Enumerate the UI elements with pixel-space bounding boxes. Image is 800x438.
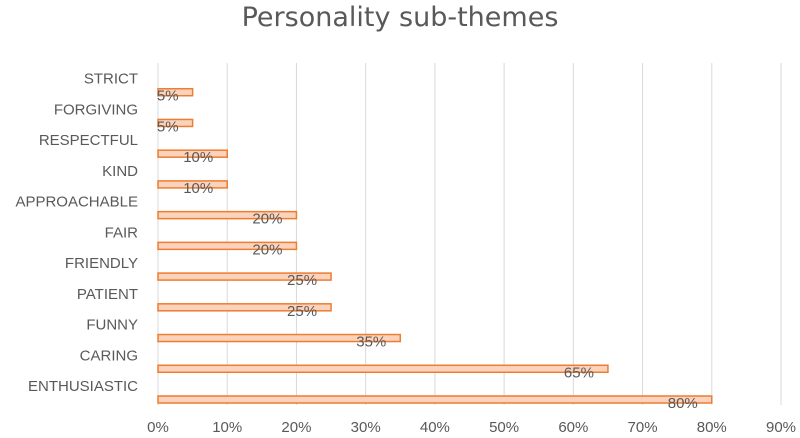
bar: [157, 333, 402, 343]
x-tick-label: 80%: [697, 419, 727, 436]
x-tick-label: 30%: [351, 419, 381, 436]
grid-lines: [157, 63, 782, 405]
bar: [157, 395, 713, 404]
labels: 0% 10% 20% 30% 40% 50% 60% 70% 80% 90% ENTHUSIASTI…: [15, 71, 796, 436]
bar: [157, 364, 609, 374]
x-tick-label: 90%: [766, 419, 796, 436]
category-label: STRICT: [84, 71, 138, 88]
data-label: 20%: [252, 211, 282, 228]
data-label: 10%: [183, 180, 213, 197]
category-label: FORGIVING: [54, 101, 138, 118]
x-tick-label: 70%: [628, 419, 658, 436]
bar: [157, 149, 228, 158]
x-tick-label: 10%: [212, 419, 242, 436]
data-label: 25%: [287, 303, 317, 320]
category-label: CARING: [80, 347, 138, 364]
category-label: FUNNY: [86, 317, 138, 334]
category-label: PATIENT: [77, 286, 138, 303]
data-label: 5%: [157, 118, 179, 135]
data-label: 10%: [183, 149, 213, 166]
data-label: 25%: [287, 272, 317, 289]
bar: [157, 118, 194, 128]
x-tick-label: 60%: [558, 419, 588, 436]
bars: [157, 87, 713, 404]
bar: [157, 272, 332, 281]
bar: [157, 180, 228, 189]
category-label: FAIR: [105, 224, 139, 241]
data-label: 5%: [157, 88, 179, 105]
data-label: 65%: [564, 364, 594, 381]
x-tick-label: 20%: [281, 419, 311, 436]
data-label: 80%: [668, 395, 698, 412]
category-label: KIND: [102, 163, 138, 180]
category-label: APPROACHABLE: [15, 194, 138, 211]
data-label: 20%: [252, 241, 282, 258]
bar: [157, 241, 298, 251]
category-label: ENTHUSIASTIC: [28, 378, 138, 395]
chart-title: Personality sub-themes: [241, 2, 559, 33]
x-tick-label: 40%: [420, 419, 450, 436]
category-label: RESPECTFUL: [39, 132, 138, 149]
bar: [157, 303, 332, 312]
bar: [157, 87, 194, 97]
data-label: 35%: [356, 334, 386, 351]
x-tick-label: 50%: [489, 419, 519, 436]
bar: [157, 210, 298, 220]
x-tick-label: 0%: [147, 419, 169, 436]
category-label: FRIENDLY: [65, 255, 138, 272]
